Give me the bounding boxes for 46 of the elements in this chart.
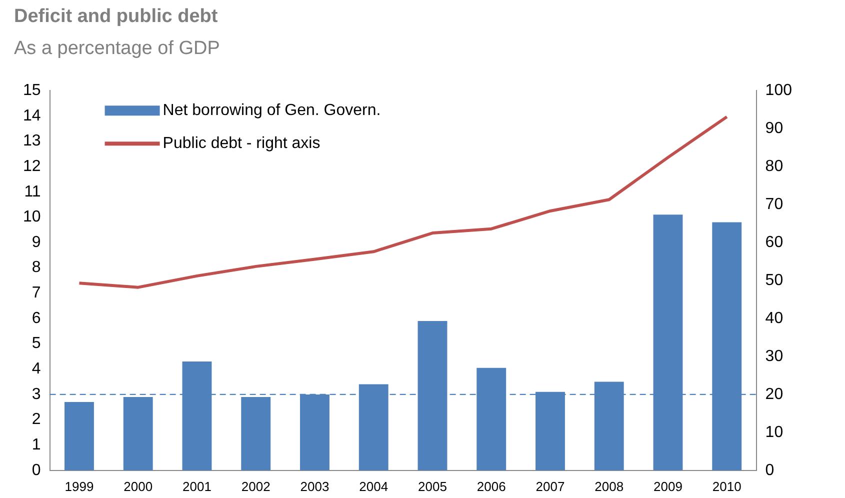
y-tick-label: 0 <box>32 462 41 479</box>
y-tick-label: 6 <box>32 310 41 327</box>
y2-tick-label: 70 <box>765 196 784 213</box>
y-tick-label: 8 <box>32 259 41 276</box>
x-tick-label: 2001 <box>182 478 212 494</box>
bar <box>123 396 153 470</box>
bar <box>241 396 271 470</box>
legend-label: Net borrowing of Gen. Govern. <box>162 102 381 120</box>
y2-tick-label: 30 <box>765 348 784 365</box>
y-tick-label: 5 <box>32 335 41 352</box>
y2-tick-label: 60 <box>765 234 784 251</box>
x-tick-label: 2000 <box>124 478 153 494</box>
y2-tick-label: 10 <box>765 424 784 441</box>
x-tick-label: 2007 <box>536 478 565 494</box>
y2-tick-label: 0 <box>765 462 774 479</box>
y-tick-label: 9 <box>32 234 41 251</box>
y-tick-label: 1 <box>32 436 41 454</box>
y-tick-label: 3 <box>32 386 41 403</box>
x-tick-label: 2008 <box>594 478 624 494</box>
x-tick-label: 2005 <box>418 478 447 494</box>
x-tick-label: 2010 <box>712 478 742 494</box>
y-tick-label: 11 <box>24 183 41 200</box>
y2-tick-label: 90 <box>765 120 784 137</box>
y2-tick-label: 20 <box>765 386 784 403</box>
y-tick-label: 15 <box>23 82 41 100</box>
y-tick-label: 13 <box>23 132 41 150</box>
y2-tick-label: 80 <box>765 158 784 175</box>
x-tick-label: 2006 <box>476 478 506 494</box>
x-tick-label: 2004 <box>359 478 388 494</box>
chart-title: Deficit and public debt <box>14 6 218 28</box>
y-tick-label: 4 <box>32 360 41 378</box>
y2-tick-label: 50 <box>765 272 784 289</box>
bar <box>64 402 94 470</box>
x-tick-label: 2003 <box>300 478 330 494</box>
y2-tick-label: 100 <box>765 82 792 100</box>
y-tick-label: 2 <box>32 411 41 428</box>
legend-label: Public debt - right axis <box>162 135 320 152</box>
y-tick-label: 7 <box>32 284 41 302</box>
x-tick-label: 2002 <box>241 478 270 494</box>
y-tick-label: 14 <box>23 107 41 124</box>
y2-tick-label: 40 <box>765 310 784 327</box>
chart-subtitle: As a percentage of GDP <box>14 38 220 60</box>
y-tick-label: 10 <box>23 208 41 226</box>
x-tick-label: 2009 <box>654 478 682 494</box>
y-tick-label: 12 <box>23 158 41 175</box>
x-tick-label: 1999 <box>64 478 94 494</box>
